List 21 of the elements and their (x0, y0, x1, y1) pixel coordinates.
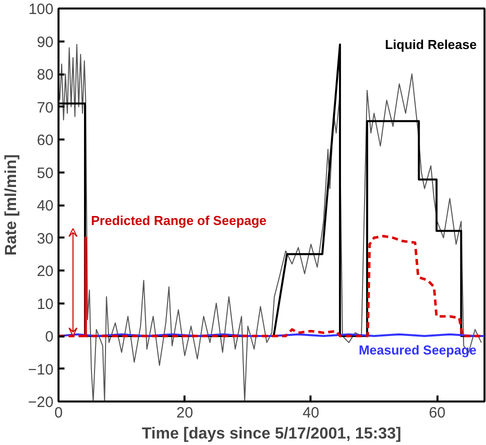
y-axis-title: Rate [ml/min] (3, 154, 20, 256)
y-tick-label: 100 (28, 1, 54, 18)
y-tick-label: 0 (45, 328, 54, 346)
annotation: Predicted Range of Seepage (90, 213, 267, 228)
x-tick-label: 40 (302, 404, 320, 422)
y-tick-label: 10 (36, 296, 54, 313)
y-tick-label: 30 (36, 230, 54, 248)
y-tick-label: 50 (36, 164, 54, 182)
y-tick-label: 70 (36, 99, 54, 116)
y-tick-label: −10 (28, 361, 54, 378)
text: Liquid Release (384, 37, 477, 52)
y-tick-label: 20 (36, 263, 54, 280)
x-tick-label: 60 (428, 404, 446, 422)
y-tick-label: 40 (36, 198, 54, 214)
x-tick-label: 20 (176, 404, 194, 422)
series-label: Measured Seepage (358, 342, 477, 358)
y-tick-label: −20 (28, 394, 54, 411)
y-tick-label: 90 (36, 34, 54, 51)
y-tick-label: 60 (36, 132, 54, 149)
x-axis-title: Time [days since 5/17/2001, 15:33] (142, 426, 402, 442)
y-tick-label: 80 (36, 66, 54, 84)
